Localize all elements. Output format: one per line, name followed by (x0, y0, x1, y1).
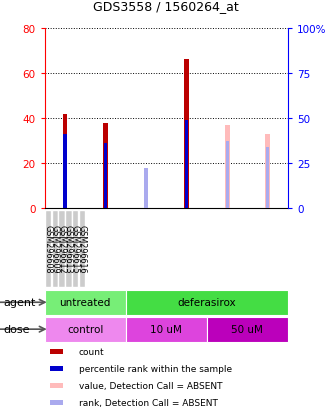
Bar (52, 210, 58, 287)
Bar (104, 143, 107, 209)
Bar (72, 210, 78, 287)
Bar (126, 290, 288, 315)
Text: value, Detection Call = ABSENT: value, Detection Call = ABSENT (79, 381, 222, 390)
Bar (63, 135, 67, 209)
Text: GSM296613: GSM296613 (64, 225, 73, 273)
Bar (50, 349, 63, 354)
Bar (103, 123, 108, 209)
Bar (45, 210, 51, 287)
Bar (50, 383, 63, 388)
Bar (45, 317, 126, 342)
Text: deferasirox: deferasirox (177, 297, 236, 308)
Text: GSM296609: GSM296609 (50, 225, 59, 273)
Bar (185, 121, 188, 209)
Text: GSM296616: GSM296616 (77, 225, 86, 273)
Text: GSM296612: GSM296612 (57, 225, 66, 273)
Bar (266, 148, 269, 209)
Text: control: control (67, 324, 103, 335)
Text: 50 uM: 50 uM (231, 324, 263, 335)
Bar (50, 366, 63, 371)
Bar (63, 114, 68, 209)
Bar (225, 141, 229, 209)
Bar (265, 135, 270, 209)
Text: dose: dose (3, 324, 30, 335)
Text: rank, Detection Call = ABSENT: rank, Detection Call = ABSENT (79, 398, 217, 407)
Bar (65, 210, 71, 287)
Bar (207, 317, 288, 342)
Bar (184, 60, 189, 209)
Text: 10 uM: 10 uM (150, 324, 182, 335)
Bar (50, 400, 63, 405)
Text: GSM296615: GSM296615 (71, 225, 79, 273)
Bar (144, 179, 149, 209)
Text: percentile rank within the sample: percentile rank within the sample (79, 364, 232, 373)
Text: GSM296608: GSM296608 (44, 225, 53, 273)
Bar (126, 317, 207, 342)
Bar (144, 168, 148, 209)
Bar (45, 290, 126, 315)
Text: untreated: untreated (60, 297, 111, 308)
Bar (225, 126, 230, 209)
Text: count: count (79, 347, 104, 356)
Bar (58, 210, 65, 287)
Text: agent: agent (3, 297, 36, 308)
Text: GDS3558 / 1560264_at: GDS3558 / 1560264_at (93, 0, 238, 13)
Bar (79, 210, 85, 287)
